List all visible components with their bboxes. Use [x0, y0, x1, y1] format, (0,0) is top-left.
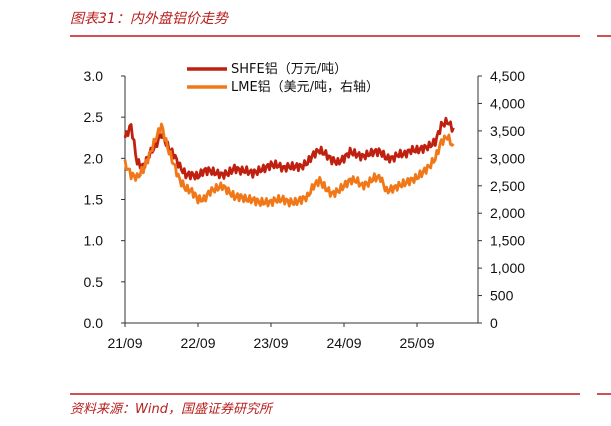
left-tick-label: 3.0: [84, 68, 104, 84]
x-tick-label: 23/09: [253, 335, 288, 351]
series-line-lme: [123, 122, 455, 208]
series-layer: [123, 116, 455, 208]
x-tick-label: 21/09: [107, 335, 142, 351]
left-tick-label: 2.5: [84, 109, 104, 125]
right-tick-label: 3,000: [490, 150, 525, 166]
chart-axes: 0.0 0.5 1.0 1.5 2.0 2.5 3.0 0 500 1,000 1,500 2,000…: [84, 68, 526, 351]
right-tick-label: 3,500: [490, 123, 525, 139]
legend-label-lme: LME铝（美元/吨，右轴）: [231, 80, 379, 95]
legend-label-shfe: SHFE铝（万元/吨）: [231, 62, 347, 77]
right-tick-label: 1,000: [490, 260, 525, 276]
line-chart: 0.0 0.5 1.0 1.5 2.0 2.5 3.0 0 500 1,000 1,500 2,000…: [84, 62, 526, 351]
right-tick-label: 2,000: [490, 205, 525, 221]
right-tick-label: 2,500: [490, 178, 525, 194]
right-tick-label: 4,500: [490, 68, 525, 84]
figure-title: 图表31：内外盘铝价走势: [70, 11, 228, 27]
x-tick-label: 22/09: [180, 335, 215, 351]
series-line-shfe: [123, 116, 455, 181]
left-tick-label: 0.5: [84, 274, 104, 290]
left-tick-label: 0.0: [84, 315, 104, 331]
figure-source: 资料来源：Wind，国盛证券研究所: [70, 402, 272, 417]
x-tick-label: 24/09: [326, 335, 361, 351]
left-tick-label: 1.5: [84, 192, 104, 208]
right-tick-label: 4,000: [490, 95, 525, 111]
right-tick-label: 1,500: [490, 233, 525, 249]
x-tick-label: 25/09: [399, 335, 434, 351]
right-tick-label: 0: [490, 315, 498, 331]
chart-legend: SHFE铝（万元/吨） LME铝（美元/吨，右轴）: [187, 62, 379, 95]
left-tick-label: 1.0: [84, 233, 104, 249]
right-tick-label: 500: [490, 288, 514, 304]
left-tick-label: 2.0: [84, 150, 104, 166]
